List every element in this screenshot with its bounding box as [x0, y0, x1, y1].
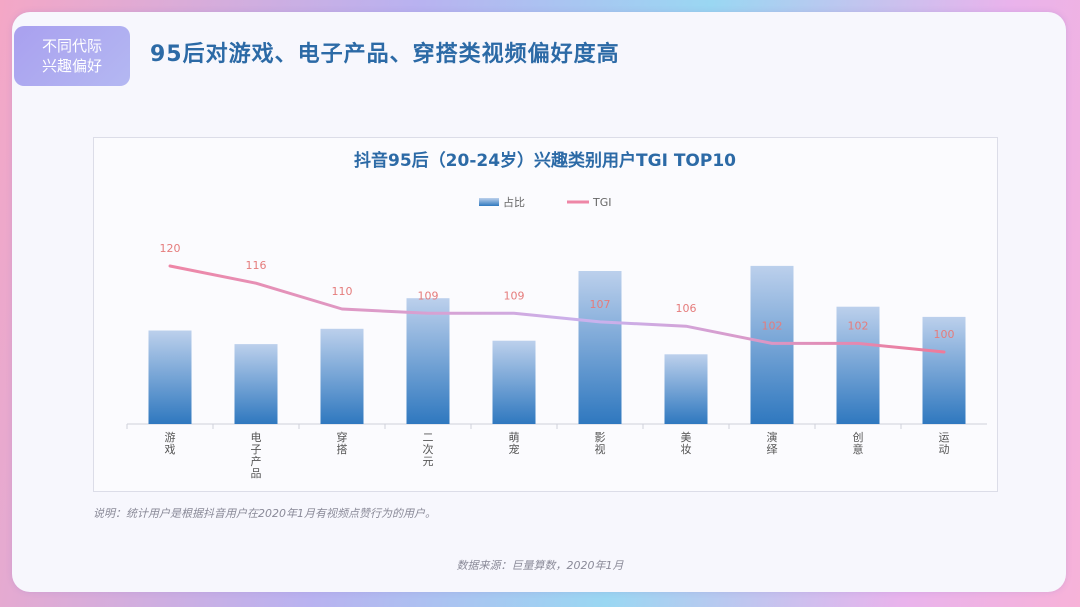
bar-6	[664, 354, 708, 424]
data-source: 数据来源：巨量算数，2020年1月	[456, 559, 624, 572]
bar-4	[492, 340, 536, 424]
section-tag-line2: 兴趣偏好	[41, 57, 102, 75]
category-label-8: 创意	[853, 431, 864, 456]
tgi-label-2: 110	[332, 285, 353, 298]
tgi-label-5: 107	[590, 298, 611, 311]
page-title: 95后对游戏、电子产品、穿搭类视频偏好度高	[150, 42, 620, 67]
category-label-6: 美妆	[681, 431, 692, 456]
tgi-label-8: 102	[848, 319, 869, 332]
legend-bar-swatch	[479, 198, 499, 206]
bar-5	[578, 271, 622, 424]
bar-7	[750, 265, 794, 424]
legend-bar-label: 占比	[503, 195, 525, 209]
category-label-3: 二次元	[423, 431, 434, 468]
category-label-1: 电子产品	[251, 431, 262, 480]
chart-container: 抖音95后（20-24岁）兴趣类别用户TGI TOP10 占比 TGI 游戏 电子…	[93, 137, 998, 492]
legend-line-label: TGI	[592, 196, 612, 209]
footnote: 说明：统计用户是根据抖音用户在2020年1月有视频点赞行为的用户。	[93, 507, 436, 520]
tgi-label-9: 100	[934, 328, 955, 341]
category-label-2: 穿搭	[337, 430, 348, 456]
category-label-0: 游戏	[165, 431, 176, 456]
section-tag-line1: 不同代际	[41, 37, 102, 55]
tgi-line	[168, 264, 946, 354]
chart-title: 抖音95后（20-24岁）兴趣类别用户TGI TOP10	[354, 150, 736, 171]
tgi-label-7: 102	[762, 319, 783, 332]
tgi-label-1: 116	[246, 259, 267, 272]
chart-legend: 占比 TGI	[479, 195, 612, 209]
bar-9	[922, 316, 966, 424]
bar-2	[320, 328, 364, 424]
tgi-label-0: 120	[160, 242, 181, 255]
category-label-7: 演绎	[767, 430, 778, 456]
section-tag: 不同代际 兴趣偏好	[14, 26, 130, 86]
category-label-5: 影视	[595, 431, 606, 456]
category-label-9: 运动	[939, 431, 950, 456]
bar-1	[234, 344, 278, 424]
tgi-label-6: 106	[676, 302, 697, 315]
bar-3	[406, 298, 450, 424]
tgi-chart: 抖音95后（20-24岁）兴趣类别用户TGI TOP10 占比 TGI 游戏 电子…	[126, 150, 987, 480]
tgi-label-3: 109	[418, 289, 439, 302]
bar-8	[836, 306, 880, 424]
tgi-label-4: 109	[504, 289, 525, 302]
bar-0	[148, 330, 192, 424]
category-label-4: 萌宠	[509, 430, 520, 456]
